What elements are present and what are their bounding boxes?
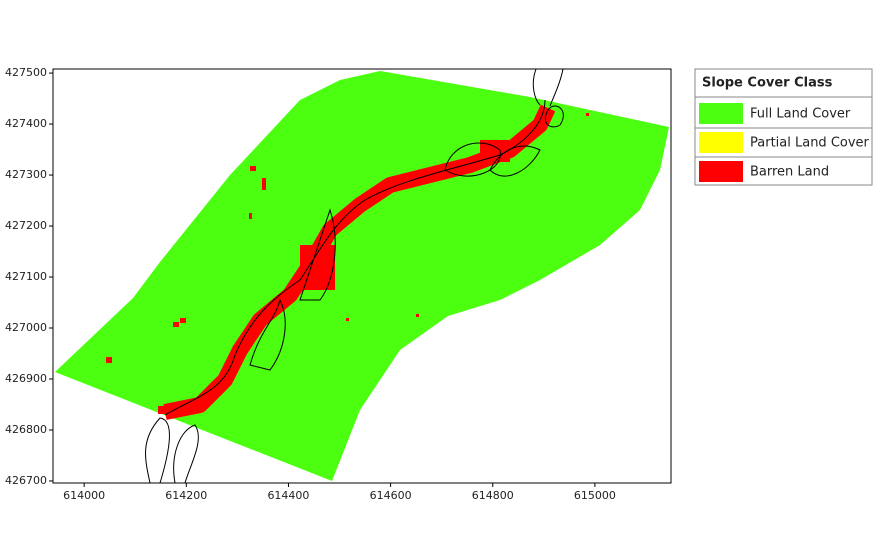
- legend-label: Full Land Cover: [750, 107, 851, 122]
- y-tick-label: 427300: [5, 168, 47, 181]
- legend-swatch: [699, 132, 743, 153]
- y-tick-label: 427100: [5, 270, 47, 283]
- legend-swatch: [699, 161, 743, 182]
- y-tick-label: 427500: [5, 66, 47, 79]
- y-tick-label: 427200: [5, 219, 47, 232]
- plot-frame: [52, 68, 672, 484]
- legend-label: Barren Land: [750, 165, 829, 180]
- y-tick-label: 426800: [5, 423, 47, 436]
- axes: 614000 614200 614400 614600 614800 615000 4267…: [5, 66, 616, 502]
- legend-title: Slope Cover Class: [702, 76, 833, 91]
- y-tick-label: 426900: [5, 372, 47, 385]
- legend: Slope Cover Class Full Land Cover Partial…: [694, 68, 873, 186]
- full-land-cover-area: [55, 71, 669, 481]
- x-tick-label: 614200: [165, 489, 207, 502]
- map-area: [55, 68, 669, 484]
- y-tick-label: 427000: [5, 321, 47, 334]
- x-tick-label: 614400: [267, 489, 309, 502]
- legend-label: Partial Land Cover: [750, 136, 870, 151]
- legend-swatch: [699, 103, 743, 124]
- y-tick-label: 427400: [5, 117, 47, 130]
- y-tick-label: 426700: [5, 474, 47, 487]
- x-tick-label: 614600: [370, 489, 412, 502]
- x-tick-label: 615000: [574, 489, 616, 502]
- x-tick-label: 614000: [63, 489, 105, 502]
- x-tick-label: 614800: [472, 489, 514, 502]
- outline-polygons: [145, 68, 564, 484]
